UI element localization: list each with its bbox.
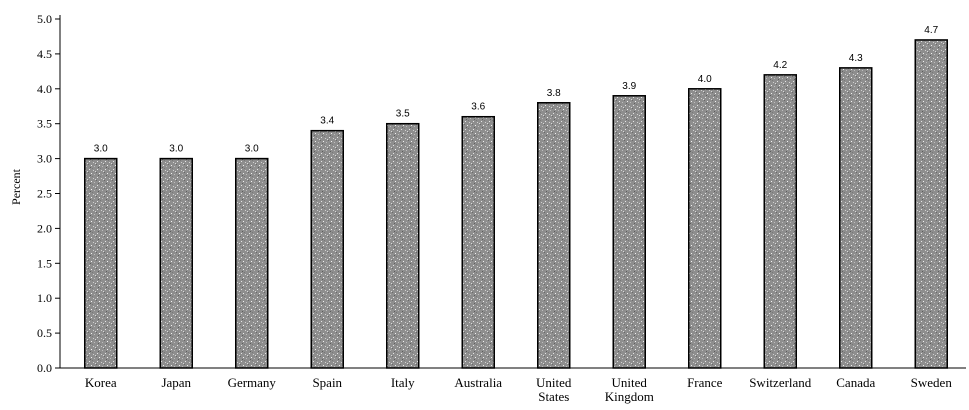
y-tick-label: 2.0 [37,221,52,235]
bar-value-label: 4.7 [924,25,938,36]
bar-sweden [914,39,948,369]
y-tick-label: 2.5 [37,187,52,201]
bar-value-label: 3.9 [622,81,636,92]
value-labels: 3.0 3.0 3.0 3.4 3.5 3.6 3.8 3.9 4.0 4.2 4.3 4.7 [94,25,939,155]
x-tick-label: United Kingdom [605,375,654,404]
bar-switzerland [763,74,797,369]
bar-italy [386,122,420,369]
y-axis-label: Percent [9,168,23,205]
y-tick-label: 0.5 [37,326,52,340]
x-tick-label: Australia [454,375,502,390]
x-tick-label: Italy [391,375,415,390]
bar-value-label: 3.0 [245,144,259,155]
bar-value-label: 4.3 [849,53,863,64]
bar-united-kingdom [612,95,646,369]
bar-korea [84,157,118,369]
x-tick-label: Sweden [911,375,953,390]
bar-value-label: 4.0 [698,74,712,85]
bar-france [688,88,722,369]
y-tick-label: 3.0 [37,152,52,166]
bar-value-label: 3.0 [169,144,183,155]
bar-united-states [537,102,571,369]
x-tick-label: Germany [228,375,277,390]
bar-value-label: 3.6 [471,102,485,113]
y-axis: 0.0 0.5 1.0 1.5 2.0 2.5 3.0 3.5 4.0 4.5 5.0 [37,12,60,375]
x-tick-label: United States [536,375,572,404]
y-tick-label: 1.0 [37,291,52,305]
bar-spain [310,129,344,369]
x-tick-label: Spain [312,375,342,390]
category-labels: Korea Japan Germany Spain Italy Australia Unit… [85,375,952,404]
bar-australia [461,115,495,369]
bar-value-label: 3.8 [547,88,561,99]
y-tick-label: 4.0 [37,82,52,96]
y-tick-label: 4.5 [37,47,52,61]
bar-value-label: 3.4 [320,116,334,127]
x-tick-label: Korea [85,375,117,390]
y-tick-label: 3.5 [37,117,52,131]
x-tick-label: Canada [836,375,875,390]
bar-germany [235,157,269,369]
bar-value-label: 4.2 [773,60,787,71]
bar-canada [839,67,873,369]
y-tick-label: 0.0 [37,361,52,375]
y-tick-label: 5.0 [37,12,52,26]
x-tick-label: France [687,375,723,390]
bar-japan [159,157,193,369]
bar-value-label: 3.5 [396,109,410,120]
y-tick-label: 1.5 [37,256,52,270]
x-tick-label: Japan [161,375,191,390]
bars [84,39,948,369]
x-tick-label: Switzerland [749,375,812,390]
bar-value-label: 3.0 [94,144,108,155]
